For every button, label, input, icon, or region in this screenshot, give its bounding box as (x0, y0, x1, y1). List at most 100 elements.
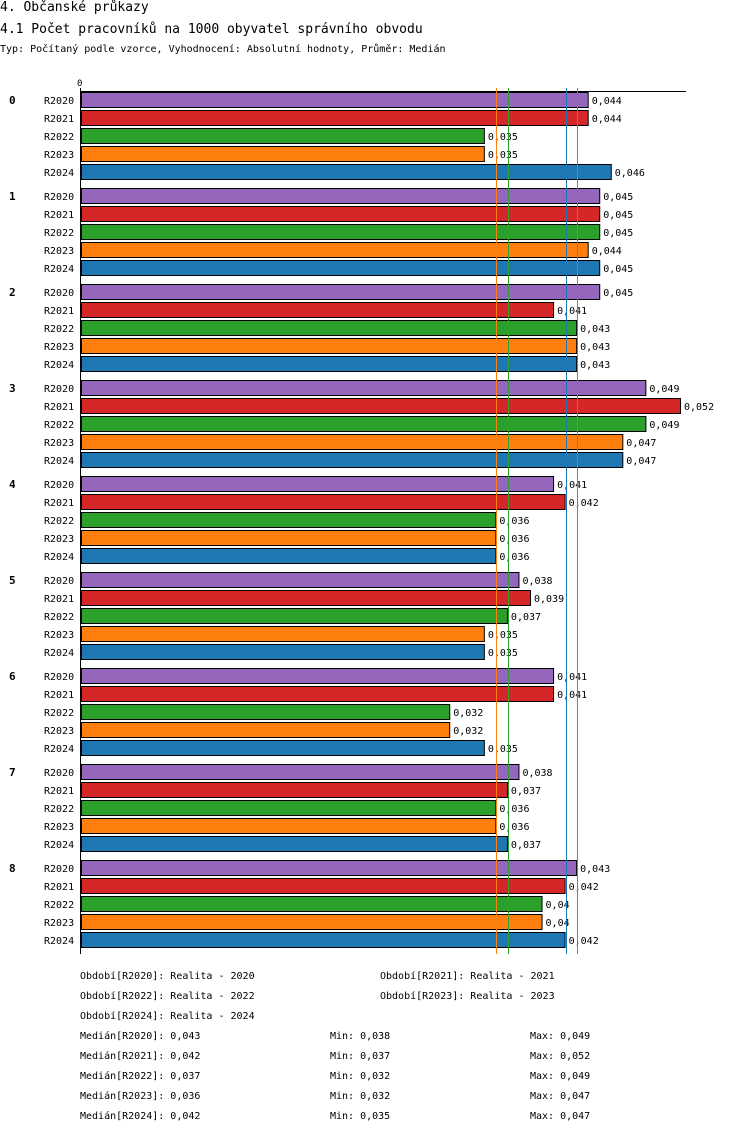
data-label-cat-4-r2023: 0,036 (499, 534, 529, 545)
bar-cat-7-r2023 (81, 818, 497, 834)
series-label-r2021-cat-6: R2021 (44, 690, 74, 701)
bar-cat-3-r2021 (81, 398, 681, 414)
series-label-r2020-cat-2: R2020 (44, 288, 74, 299)
data-label-cat-6-r2020: 0,041 (557, 672, 587, 683)
series-label-r2022-cat-5: R2022 (44, 612, 74, 623)
bar-cat-6-r2024 (81, 740, 485, 756)
series-label-r2020-cat-7: R2020 (44, 768, 74, 779)
data-label-cat-4-r2020: 0,041 (557, 480, 587, 491)
bar-cat-2-r2020 (81, 284, 601, 300)
bar-cat-7-r2021 (81, 782, 508, 798)
chart-type-info: Typ: Počítaný podle vzorce, Vyhodnocení:… (0, 44, 446, 55)
data-label-cat-1-r2022: 0,045 (603, 228, 633, 239)
category-label-3: 3 (9, 382, 16, 395)
bar-cat-5-r2020 (81, 572, 520, 588)
bar-cat-8-r2024 (81, 932, 566, 948)
bar-cat-6-r2021 (81, 686, 555, 702)
series-label-r2024-cat-0: R2024 (44, 168, 74, 179)
series-label-r2024-cat-1: R2024 (44, 264, 74, 275)
x-axis-zero-label: 0 (77, 79, 82, 89)
bar-cat-8-r2021 (81, 878, 566, 894)
bar-cat-5-r2022 (81, 608, 508, 624)
series-label-r2021-cat-5: R2021 (44, 594, 74, 605)
category-label-1: 1 (9, 190, 16, 203)
bar-cat-2-r2022 (81, 320, 578, 336)
data-label-cat-1-r2024: 0,045 (603, 264, 633, 275)
stat-median-r2022: Medián[R2022]: 0,037 (80, 1071, 201, 1082)
bar-cat-0-r2020 (81, 92, 589, 108)
data-label-cat-6-r2023: 0,032 (453, 726, 483, 737)
data-label-cat-0-r2023: 0,035 (488, 150, 518, 161)
chart-title: 4.1 Počet pracovníků na 1000 obyvatel sp… (0, 22, 423, 37)
series-label-r2024-cat-2: R2024 (44, 360, 74, 371)
bar-cat-1-r2024 (81, 260, 601, 276)
series-label-r2024-cat-8: R2024 (44, 936, 74, 947)
data-label-cat-3-r2023: 0,047 (626, 438, 656, 449)
data-label-cat-5-r2021: 0,039 (534, 594, 564, 605)
bar-cat-0-r2022 (81, 128, 485, 144)
series-label-r2020-cat-4: R2020 (44, 480, 74, 491)
bar-cat-6-r2020 (81, 668, 555, 684)
bar-cat-4-r2021 (81, 494, 566, 510)
stat-max-r2020: Max: 0,049 (530, 1031, 591, 1042)
series-label-r2024-cat-4: R2024 (44, 552, 74, 563)
series-label-r2020-cat-5: R2020 (44, 576, 74, 587)
series-label-r2022-cat-7: R2022 (44, 804, 74, 815)
data-label-cat-7-r2024: 0,037 (511, 840, 541, 851)
series-label-r2023-cat-8: R2023 (44, 918, 74, 929)
data-label-cat-3-r2024: 0,047 (626, 456, 656, 467)
data-label-cat-2-r2020: 0,045 (603, 288, 633, 299)
data-label-cat-2-r2021: 0,041 (557, 306, 587, 317)
data-label-cat-3-r2022: 0,049 (649, 420, 679, 431)
data-label-cat-2-r2022: 0,043 (580, 324, 610, 335)
bar-cat-4-r2024 (81, 548, 497, 564)
data-label-cat-5-r2022: 0,037 (511, 612, 541, 623)
series-label-r2024-cat-6: R2024 (44, 744, 74, 755)
data-label-cat-0-r2022: 0,035 (488, 132, 518, 143)
data-label-cat-0-r2021: 0,044 (592, 114, 622, 125)
series-label-r2023-cat-5: R2023 (44, 630, 74, 641)
data-label-cat-1-r2021: 0,045 (603, 210, 633, 221)
bar-cat-1-r2021 (81, 206, 601, 222)
bar-cat-1-r2022 (81, 224, 601, 240)
bar-cat-6-r2023 (81, 722, 451, 738)
category-label-5: 5 (9, 574, 16, 587)
series-label-r2020-cat-8: R2020 (44, 864, 74, 875)
series-label-r2022-cat-4: R2022 (44, 516, 74, 527)
legend-period-r2020: Období[R2020]: Realita - 2020 (80, 971, 255, 982)
series-label-r2023-cat-7: R2023 (44, 822, 74, 833)
series-label-r2020-cat-0: R2020 (44, 96, 74, 107)
bar-cat-5-r2023 (81, 626, 485, 642)
stat-min-r2021: Min: 0,037 (330, 1051, 391, 1062)
stat-min-r2024: Min: 0,035 (330, 1111, 391, 1122)
series-label-r2021-cat-3: R2021 (44, 402, 74, 413)
stat-median-r2023: Medián[R2023]: 0,036 (80, 1091, 201, 1102)
stat-max-r2024: Max: 0,047 (530, 1111, 591, 1122)
bar-cat-2-r2023 (81, 338, 578, 354)
stat-max-r2021: Max: 0,052 (530, 1051, 591, 1062)
series-label-r2021-cat-4: R2021 (44, 498, 74, 509)
data-label-cat-6-r2024: 0,035 (488, 744, 518, 755)
legend-period-r2021: Období[R2021]: Realita - 2021 (380, 971, 555, 982)
series-label-r2023-cat-3: R2023 (44, 438, 74, 449)
series-label-r2024-cat-3: R2024 (44, 456, 74, 467)
data-label-cat-4-r2022: 0,036 (499, 516, 529, 527)
bar-cat-0-r2023 (81, 146, 485, 162)
data-label-cat-5-r2024: 0,035 (488, 648, 518, 659)
data-label-cat-7-r2023: 0,036 (499, 822, 529, 833)
data-label-cat-2-r2024: 0,043 (580, 360, 610, 371)
data-label-cat-6-r2022: 0,032 (453, 708, 483, 719)
series-label-r2022-cat-8: R2022 (44, 900, 74, 911)
stat-min-r2022: Min: 0,032 (330, 1071, 391, 1082)
page-title: 4. Občanské průkazy (0, 0, 149, 15)
bar-cat-3-r2022 (81, 416, 647, 432)
legend-period-r2022: Období[R2022]: Realita - 2022 (80, 991, 255, 1002)
data-label-cat-7-r2020: 0,038 (522, 768, 552, 779)
data-label-cat-8-r2022: 0,04 (546, 900, 570, 911)
series-label-r2020-cat-1: R2020 (44, 192, 74, 203)
data-label-cat-8-r2023: 0,04 (546, 918, 570, 929)
bar-cat-7-r2022 (81, 800, 497, 816)
data-label-cat-8-r2021: 0,042 (569, 882, 599, 893)
category-label-0: 0 (9, 94, 16, 107)
